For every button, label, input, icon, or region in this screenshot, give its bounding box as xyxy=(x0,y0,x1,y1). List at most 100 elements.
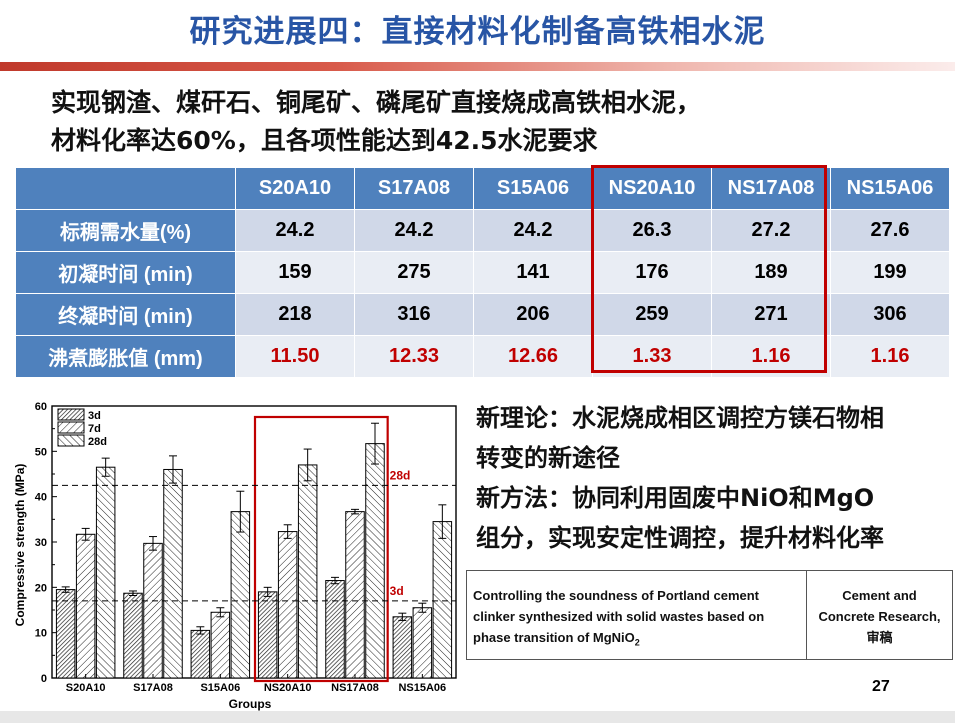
table-cell: 275 xyxy=(354,251,474,294)
strength-chart: 0 10 20 30 40 50 60 S20A10 S17A08 S15A06 NS20A10 NS… xyxy=(10,390,460,715)
bar-3d-NS17A08 xyxy=(325,580,345,679)
x-tick-label: S17A08 xyxy=(133,682,173,694)
journal-cell: Cement and Concrete Research, 审稿 xyxy=(807,571,952,659)
bar-7d-NS15A06 xyxy=(412,607,433,679)
table-cell: 271 xyxy=(711,293,831,336)
bar-3d-NS15A06 xyxy=(392,616,413,679)
legend-label: 7d xyxy=(88,423,101,435)
x-tick-label: NS15A06 xyxy=(398,682,446,694)
column-header: S15A06 xyxy=(473,167,593,210)
table-cell: 141 xyxy=(473,251,593,294)
table-cell: 12.33 xyxy=(354,335,474,378)
intro-text: 实现钢渣、煤矸石、铜尾矿、磷尾矿直接烧成高铁相水泥， 材料化率达60%，且各项性… xyxy=(51,84,701,160)
paper-title-line-3-text: phase transition of MgNiO xyxy=(473,630,635,645)
row-header: 沸煮膨胀值 (mm) xyxy=(15,335,236,378)
x-tick-label: NS20A10 xyxy=(264,682,312,694)
y-tick-label: 10 xyxy=(35,628,47,640)
table-cell: 24.2 xyxy=(354,209,474,252)
x-axis-label: Groups xyxy=(229,697,272,711)
chart-svg: 0 10 20 30 40 50 60 S20A10 S17A08 S15A06 NS20A10 NS… xyxy=(13,401,457,711)
table-row: 终凝时间 (min) 218 316 206 259 271 306 xyxy=(15,293,950,336)
table-cell: 189 xyxy=(711,251,831,294)
x-tick-label: NS17A08 xyxy=(331,682,379,694)
table-cell: 306 xyxy=(830,293,950,336)
bar-3d-S15A06 xyxy=(190,629,211,679)
paper-title-subscript: 2 xyxy=(634,637,640,648)
bar-28d-S17A08 xyxy=(163,468,183,679)
y-tick-label: 40 xyxy=(35,492,47,504)
bar-3d-S17A08 xyxy=(123,592,143,679)
paper-title-line-1: Controlling the soundness of Portland ce… xyxy=(473,588,760,603)
reference-line-label: 28d xyxy=(390,468,411,482)
journal-line-2: Concrete Research, xyxy=(818,609,941,624)
legend-swatch-3d xyxy=(57,408,85,421)
table-cell: 1.16 xyxy=(711,335,831,378)
bottom-bar xyxy=(0,711,955,723)
y-tick-label: 50 xyxy=(35,446,47,458)
bar-7d-S15A06 xyxy=(210,611,231,679)
table-cell: 199 xyxy=(830,251,950,294)
table-cell: 27.6 xyxy=(830,209,950,252)
row-header: 终凝时间 (min) xyxy=(15,293,236,336)
column-header: S17A08 xyxy=(354,167,474,210)
bar-7d-NS17A08 xyxy=(345,511,365,679)
bar-7d-NS20A10 xyxy=(277,531,298,679)
table-cell: 259 xyxy=(592,293,712,336)
findings-line-3: 新方法：协同利用固废中NiO和MgO xyxy=(476,484,875,512)
table-cell: 1.16 xyxy=(830,335,950,378)
legend-label: 28d xyxy=(88,436,107,448)
table-cell: 1.33 xyxy=(592,335,712,378)
table-cell: 12.66 xyxy=(473,335,593,378)
column-header: NS17A08 xyxy=(711,167,831,210)
table-cell: 11.50 xyxy=(235,335,355,378)
column-header: NS15A06 xyxy=(830,167,950,210)
legend-swatch-7d xyxy=(57,421,85,434)
properties-table: S20A10 S17A08 S15A06 NS20A10 NS17A08 NS1… xyxy=(15,167,950,378)
paper-title-line-3: phase transition of MgNiO2 xyxy=(473,627,800,654)
table-cell: 176 xyxy=(592,251,712,294)
bar-28d-NS20A10 xyxy=(297,464,318,679)
row-header: 初凝时间 (min) xyxy=(15,251,236,294)
bar-3d-S20A10 xyxy=(55,589,76,679)
slide-title: 研究进展四：直接材料化制备高铁相水泥 xyxy=(189,14,766,50)
row-header: 标稠需水量(%) xyxy=(15,209,236,252)
table-cell: 26.3 xyxy=(592,209,712,252)
table-cell: 24.2 xyxy=(473,209,593,252)
column-header: S20A10 xyxy=(235,167,355,210)
table-header-row: S20A10 S17A08 S15A06 NS20A10 NS17A08 NS1… xyxy=(15,167,950,210)
bar-28d-S15A06 xyxy=(230,511,251,679)
bar-3d-NS20A10 xyxy=(257,591,278,679)
bar-28d-NS15A06 xyxy=(432,521,453,679)
legend-swatch-28d xyxy=(57,434,85,447)
table-corner-cell xyxy=(15,167,236,210)
bar-7d-S17A08 xyxy=(143,542,163,679)
intro-line-1: 实现钢渣、煤矸石、铜尾矿、磷尾矿直接烧成高铁相水泥， xyxy=(51,88,702,117)
findings-line-1: 新理论：水泥烧成相区调控方镁石物相 xyxy=(476,404,884,432)
reference-line-label: 3d xyxy=(390,584,404,598)
x-tick-label: S20A10 xyxy=(66,682,106,694)
table-cell: 206 xyxy=(473,293,593,336)
findings-text: 新理论：水泥烧成相区调控方镁石物相 转变的新途径 新方法：协同利用固废中NiO和… xyxy=(476,398,946,558)
legend-label: 3d xyxy=(88,410,101,422)
y-tick-label: 20 xyxy=(35,582,47,594)
y-tick-label: 0 xyxy=(41,673,47,685)
bar-28d-NS17A08 xyxy=(365,443,385,679)
reference-box: Controlling the soundness of Portland ce… xyxy=(466,570,953,660)
table-row: 沸煮膨胀值 (mm) 11.50 12.33 12.66 1.33 1.16 1… xyxy=(15,335,950,378)
y-tick-label: 30 xyxy=(35,537,47,549)
table-row: 初凝时间 (min) 159 275 141 176 189 199 xyxy=(15,251,950,294)
journal-status: 审稿 xyxy=(866,630,893,645)
paper-title-line-2: clinker synthesized with solid wastes ba… xyxy=(473,609,765,624)
journal-line-1: Cement and xyxy=(842,588,917,603)
table-cell: 218 xyxy=(235,293,355,336)
table-row: 标稠需水量(%) 24.2 24.2 24.2 26.3 27.2 27.6 xyxy=(15,209,950,252)
table-cell: 316 xyxy=(354,293,474,336)
chart-highlight-box xyxy=(253,415,389,683)
bar-28d-S20A10 xyxy=(95,466,116,679)
title-underline-bar xyxy=(0,62,955,71)
page-number: 27 xyxy=(872,678,890,695)
findings-line-4: 组分，实现安定性调控，提升材料化率 xyxy=(476,524,884,552)
paper-title-cell: Controlling the soundness of Portland ce… xyxy=(467,571,807,659)
table-cell: 24.2 xyxy=(235,209,355,252)
intro-line-2: 材料化率达60%，且各项性能达到42.5水泥要求 xyxy=(51,126,598,155)
